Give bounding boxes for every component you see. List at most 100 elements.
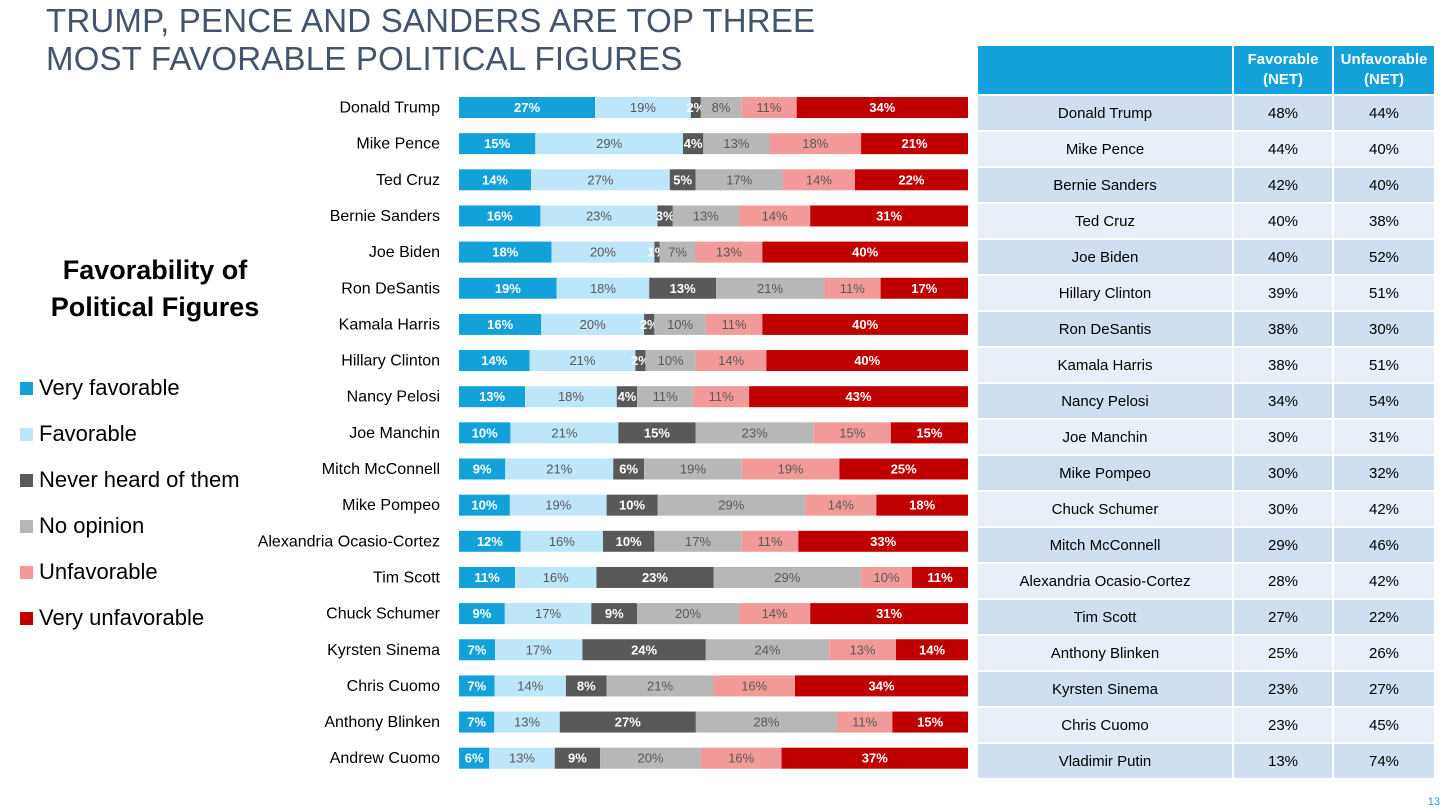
bar-segment [459, 530, 521, 552]
table-cell-name: Donald Trump [978, 94, 1234, 130]
legend-swatch [20, 519, 33, 533]
data-label: 6% [619, 462, 638, 477]
data-label: 11% [722, 317, 747, 332]
data-label: 16% [543, 570, 569, 585]
legend-label: Very favorable [39, 375, 180, 400]
table-cell-unfavorable: 42% [1334, 562, 1434, 598]
page-title-line-1: TRUMP, PENCE AND SANDERS ARE TOP THREE [46, 2, 816, 39]
table-cell-unfavorable: 74% [1334, 742, 1434, 778]
table-row: Ted Cruz 40% 38% [978, 202, 1434, 238]
table-cell-favorable: 30% [1234, 490, 1334, 526]
bar-segment [551, 241, 655, 263]
bar-segment [494, 711, 560, 733]
data-label: 22% [898, 172, 924, 187]
bar-segment [616, 386, 638, 408]
table-cell-unfavorable: 44% [1334, 94, 1434, 130]
data-label: 11% [756, 100, 781, 115]
table-cell-unfavorable: 40% [1334, 130, 1434, 166]
data-label: 11% [758, 534, 783, 549]
table-cell-unfavorable: 45% [1334, 706, 1434, 742]
table-cell-name: Tim Scott [978, 598, 1234, 634]
legend-swatch [20, 381, 33, 395]
bar-segment [529, 350, 636, 372]
bar-segment [810, 205, 968, 227]
bar-segment [738, 603, 811, 625]
bar-segment [459, 603, 505, 625]
data-label: 11% [852, 715, 877, 730]
table-cell-favorable: 28% [1234, 562, 1334, 598]
data-label: 23% [742, 425, 768, 440]
data-label: 13% [514, 715, 540, 730]
bar-segment [741, 530, 799, 552]
table-cell-favorable: 34% [1234, 382, 1334, 418]
category-label: Chuck Schumer [326, 606, 440, 623]
table-row: Vladimir Putin 13% 74% [978, 742, 1434, 778]
bar-segment [861, 566, 913, 588]
data-label: 19% [495, 281, 521, 296]
table-cell-name: Joe Biden [978, 238, 1234, 274]
bar-segment [695, 711, 837, 733]
table-row: Nancy Pelosi 34% 54% [978, 382, 1434, 418]
table-header-row: Favorable (NET) Unfavorable (NET) [978, 46, 1434, 94]
page-title-line-2: MOST FAVORABLE POLITICAL FIGURES [46, 40, 683, 77]
table-row: Tim Scott 27% 22% [978, 598, 1434, 634]
table-cell-unfavorable: 32% [1334, 454, 1434, 490]
bar-segment [705, 313, 763, 335]
table-row: Chris Cuomo 23% 45% [978, 706, 1434, 742]
table-row: Anthony Blinken 25% 26% [978, 634, 1434, 670]
bar-segment [713, 566, 862, 588]
table-cell-favorable: 42% [1234, 166, 1334, 202]
bar-segment [654, 530, 742, 552]
bar-segment [839, 458, 968, 480]
bar-segment [459, 747, 490, 769]
data-label: 16% [549, 534, 575, 549]
bar-segment [525, 386, 617, 408]
bar-segment [762, 241, 968, 263]
data-label: 9% [605, 606, 624, 621]
data-label: 34% [869, 100, 895, 115]
table-cell-name: Alexandria Ocasio-Cortez [978, 562, 1234, 598]
table-cell-name: Nancy Pelosi [978, 382, 1234, 418]
category-label: Ted Cruz [376, 172, 440, 189]
category-label: Andrew Cuomo [330, 750, 440, 767]
bar-segment [690, 97, 701, 118]
category-label: Tim Scott [373, 569, 441, 586]
table-row: Alexandria Ocasio-Cortez 28% 42% [978, 562, 1434, 598]
legend-label: Unfavorable [39, 559, 158, 584]
data-label: 14% [762, 208, 788, 223]
bar-segment [459, 639, 495, 661]
data-label: 29% [718, 498, 744, 513]
legend-item-never-heard: Never heard of them [20, 457, 240, 503]
table-cell-favorable: 40% [1234, 238, 1334, 274]
bar-segment [644, 458, 742, 480]
table-row: Chuck Schumer 30% 42% [978, 490, 1434, 526]
legend-swatch [20, 427, 33, 441]
table-cell-name: Mike Pence [978, 130, 1234, 166]
bar-segment [738, 205, 811, 227]
table-cell-name: Anthony Blinken [978, 634, 1234, 670]
data-label: 19% [545, 498, 571, 513]
bar-segment [896, 639, 968, 661]
table-cell-name: Ted Cruz [978, 202, 1234, 238]
data-label: 14% [718, 353, 744, 368]
bar-segment [824, 277, 881, 299]
table-cell-unfavorable: 38% [1334, 202, 1434, 238]
table-row: Hillary Clinton 39% 51% [978, 274, 1434, 310]
data-label: 13% [723, 136, 749, 151]
legend-item-no-opinion: No opinion [20, 503, 240, 549]
bar-segment [695, 422, 814, 444]
bar-segment [713, 675, 795, 697]
table-cell-unfavorable: 30% [1334, 310, 1434, 346]
bar-segment [459, 422, 511, 444]
data-label: 18% [492, 245, 518, 260]
bar-segment [876, 494, 968, 516]
category-label: Nancy Pelosi [347, 389, 440, 406]
table-cell-favorable: 30% [1234, 418, 1334, 454]
table-cell-favorable: 29% [1234, 526, 1334, 562]
bar-segment [657, 494, 806, 516]
bar-segment [672, 205, 739, 227]
data-label: 10% [471, 498, 497, 513]
chart-legend: Very favorable Favorable Never heard of … [20, 365, 240, 641]
data-label: 16% [741, 678, 767, 693]
data-label: 18% [590, 281, 616, 296]
